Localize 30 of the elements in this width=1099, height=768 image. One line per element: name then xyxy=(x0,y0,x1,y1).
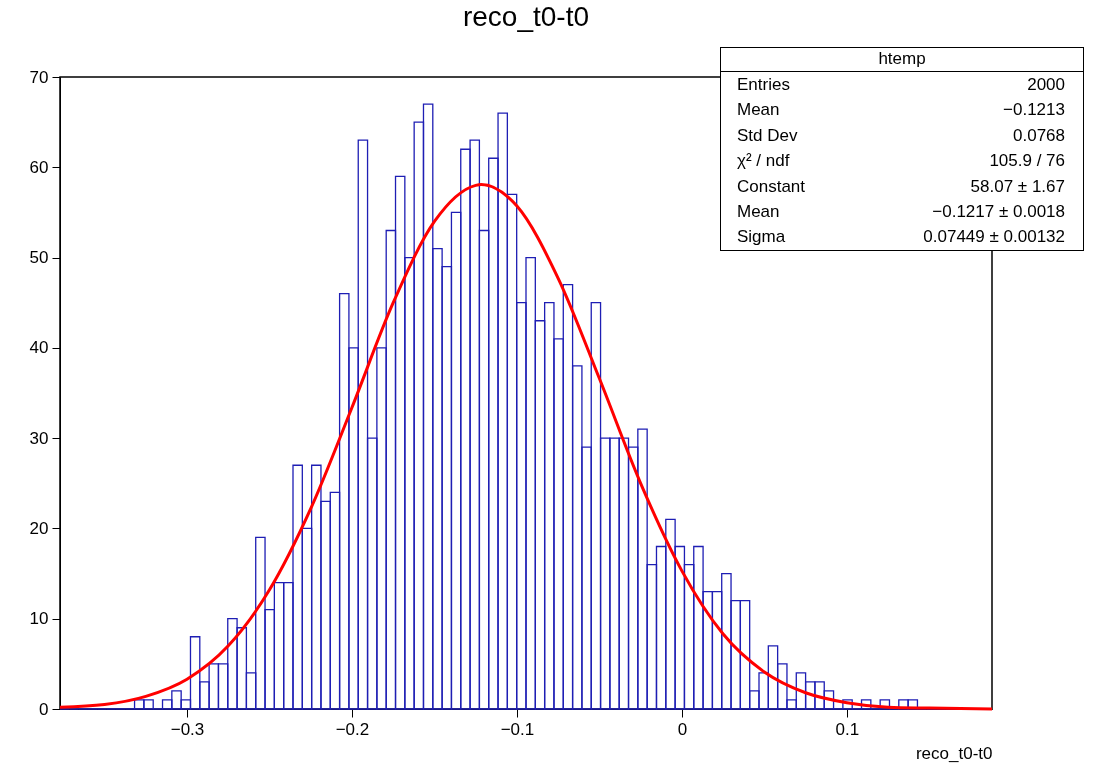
text: 2000 xyxy=(1027,74,1065,96)
y-tick-label: 40 xyxy=(29,338,49,358)
annotation: Std Dev xyxy=(737,124,798,147)
x-tick-label: −0.2 xyxy=(335,719,370,739)
annotation: 0.07449 ± 0.00132 xyxy=(923,226,1065,249)
x-tick-label: −0.1 xyxy=(500,719,535,739)
y-tick-label: 50 xyxy=(29,248,49,268)
chart-title: reco_t0-t0 xyxy=(462,1,590,32)
annotation: −0.1217 ± 0.0018 xyxy=(932,201,1065,224)
text: htemp xyxy=(721,48,1083,72)
y-tick-label: 60 xyxy=(29,157,49,177)
annotation: Entries xyxy=(737,74,790,96)
annotation: Sigma xyxy=(737,226,786,249)
annotation: Mean xyxy=(737,99,780,122)
y-tick-label: 70 xyxy=(29,67,49,87)
annotation: Mean xyxy=(737,201,780,224)
annotation: 58.07 ± 1.67 xyxy=(970,175,1065,198)
annotation: χ² / ndf xyxy=(737,150,790,173)
y-tick-label: 30 xyxy=(29,428,49,448)
x-tick-label: 0 xyxy=(677,719,688,739)
annotation: 105.9 / 76 xyxy=(989,150,1065,173)
y-tick-label: 0 xyxy=(39,699,49,719)
y-tick-label: 20 xyxy=(29,518,49,538)
x-tick-label: 0.1 xyxy=(835,719,860,739)
annotation: Constant xyxy=(737,175,806,198)
x-tick-label: −0.3 xyxy=(170,719,205,739)
text: 0.0768 xyxy=(1013,124,1065,147)
y-tick-label: 10 xyxy=(29,609,49,629)
text: −0.1213 xyxy=(1003,99,1065,122)
x-axis-title: reco_t0-t0 xyxy=(915,743,993,763)
